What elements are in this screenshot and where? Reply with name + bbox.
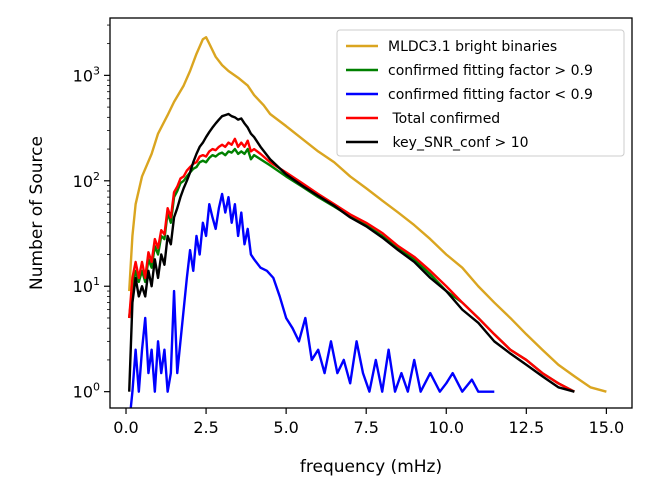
plot-frame (109, 17, 633, 409)
x-axis: 0.0 2.5 5.0 7.5 10.0 12.5 15.0 (113, 408, 624, 437)
legend-label-3: confirmed fitting factor < 0.9 (388, 87, 593, 103)
y-tick-label: 102 (73, 170, 100, 191)
x-tick-label: 10.0 (428, 418, 464, 437)
legend-label-5: key_SNR_conf > 10 (388, 135, 529, 151)
y-tick-label: 101 (73, 275, 100, 296)
x-tick-label: 5.0 (273, 418, 298, 437)
legend-label-4: Total confirmed (388, 111, 500, 127)
x-tick-label: 12.5 (509, 418, 545, 437)
y-axis-label: Number of Source (27, 136, 47, 290)
y-axis: 100 101 102 103 (73, 24, 110, 402)
x-axis-label: frequency (mHz) (300, 457, 442, 477)
legend: MLDC3.1 bright binaries confirmed fitting… (336, 29, 625, 157)
legend-label-1: MLDC3.1 bright binaries (388, 39, 557, 55)
x-tick-label: 0.0 (113, 418, 138, 437)
x-tick-label: 15.0 (589, 418, 625, 437)
legend-label-2: confirmed fitting factor > 0.9 (388, 63, 593, 79)
series-layer (128, 36, 607, 408)
series-line-3 (129, 192, 495, 408)
series-line-1 (128, 36, 607, 393)
y-tick-label: 103 (73, 64, 100, 85)
series-line-4 (128, 137, 575, 393)
y-tick-label: 100 (73, 381, 100, 402)
legend-box (336, 29, 625, 157)
x-tick-label: 7.5 (353, 418, 378, 437)
series-line-5 (128, 112, 575, 393)
series-line-2 (128, 147, 575, 393)
x-tick-label: 2.5 (193, 418, 218, 437)
